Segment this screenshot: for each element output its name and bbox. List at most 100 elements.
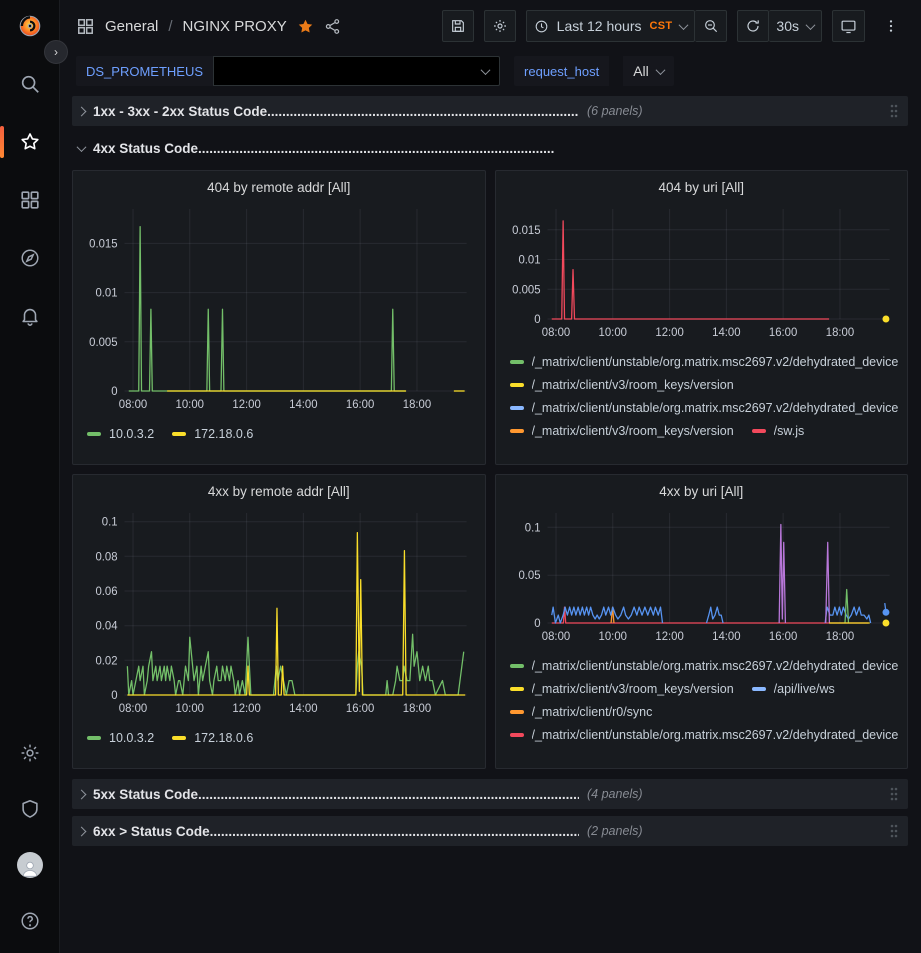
row-title-dots: ........................................… — [267, 103, 579, 119]
svg-text:16:00: 16:00 — [768, 631, 796, 643]
request-host-variable-label[interactable]: request_host — [514, 56, 610, 86]
more-options-button[interactable] — [875, 10, 907, 42]
legend-item[interactable]: 172.18.0.6 — [172, 422, 253, 445]
panel-title[interactable]: 404 by remote addr [All] — [207, 180, 351, 195]
panel-title[interactable]: 4xx by remote addr [All] — [207, 484, 350, 499]
legend-item[interactable]: /_matrix/client/v3/room_keys/version — [509, 373, 734, 396]
chart-404-by-remote-addr[interactable]: 0 0.005 0.01 0.015 08:00 10:00 12:00 14:00 16:00… — [81, 199, 477, 418]
svg-text:0.05: 0.05 — [518, 570, 540, 582]
kebab-menu-icon — [889, 20, 893, 32]
sidebar-item-search[interactable] — [10, 70, 50, 98]
svg-text:16:00: 16:00 — [346, 703, 374, 715]
sidebar-item-alerting[interactable] — [10, 302, 50, 330]
row-5xx[interactable]: 5xx Status Code ........................… — [72, 779, 908, 809]
sidebar-item-starred[interactable] — [0, 126, 50, 158]
row-drag-handle[interactable] — [888, 823, 900, 839]
help-icon — [20, 912, 39, 930]
grafana-logo[interactable] — [10, 12, 50, 40]
legend-label: /_matrix/client/v3/room_keys/version — [531, 681, 734, 696]
svg-text:10:00: 10:00 — [176, 703, 204, 715]
grafana-logo-icon — [19, 15, 40, 37]
legend-item[interactable]: /_matrix/client/unstable/org.matrix.msc2… — [509, 396, 899, 419]
legend-item[interactable]: 10.0.3.2 — [87, 726, 154, 749]
row-4xx[interactable]: 4xx Status Code ........................… — [72, 133, 908, 163]
dashboard-grid-icon — [78, 18, 93, 34]
sidebar-item-server-admin[interactable] — [10, 795, 50, 823]
refresh-icon — [747, 20, 760, 32]
chevron-down-icon — [480, 64, 491, 75]
legend-item[interactable]: /_matrix/client/v3/room_keys/version — [509, 419, 734, 442]
compass-icon — [20, 249, 39, 267]
sidebar-item-explore[interactable] — [10, 244, 50, 272]
main-area: General / NGINX PROXY — [60, 0, 921, 953]
request-host-variable-value[interactable]: All — [623, 56, 674, 86]
legend-item[interactable]: /sw.js — [751, 419, 804, 442]
sidebar-item-configuration[interactable] — [10, 739, 50, 767]
row-1xx-3xx-2xx[interactable]: 1xx - 3xx - 2xx Status Code ............… — [72, 96, 908, 126]
sidebar-item-profile[interactable] — [10, 851, 50, 879]
legend-label: 10.0.3.2 — [109, 426, 155, 441]
chart-4xx-by-uri[interactable]: 0 0.05 0.1 08:00 10:00 12:00 14:00 16:00 18:00 — [504, 503, 900, 650]
legend-swatch — [509, 663, 524, 668]
chevron-down-icon — [805, 19, 816, 30]
legend-item[interactable]: /_matrix/client/unstable/org.matrix.msc2… — [509, 654, 898, 677]
share-icon[interactable] — [324, 18, 341, 35]
legend-item[interactable]: /_matrix/client/r0/sync — [509, 700, 653, 723]
time-range-picker[interactable]: Last 12 hours CST — [525, 10, 696, 42]
svg-text:14:00: 14:00 — [712, 327, 740, 339]
sidebar-item-dashboards[interactable] — [10, 186, 50, 214]
datasource-variable-label[interactable]: DS_PROMETHEUS — [76, 56, 214, 86]
dashboard-variables: DS_PROMETHEUS request_host All — [60, 52, 921, 90]
chart-4xx-by-remote-addr[interactable]: 0 0.02 0.04 0.06 0.08 0.1 08:00 10:00 12:00 14:00… — [81, 503, 477, 722]
breadcrumb-section[interactable]: General — [105, 17, 159, 35]
svg-text:12:00: 12:00 — [655, 327, 683, 339]
dashboard-settings-button[interactable] — [483, 10, 516, 42]
refresh-interval-picker[interactable]: 30s — [769, 10, 822, 42]
row-drag-handle[interactable] — [888, 786, 900, 802]
legend-item[interactable]: /_matrix/client/unstable/org.matrix.msc2… — [509, 350, 898, 373]
tv-mode-button[interactable] — [832, 10, 865, 42]
refresh-button[interactable] — [737, 10, 770, 42]
svg-text:0: 0 — [111, 386, 117, 398]
legend-swatch — [509, 405, 524, 410]
datasource-variable: DS_PROMETHEUS — [76, 56, 501, 86]
svg-text:14:00: 14:00 — [712, 631, 740, 643]
favorite-star-icon[interactable] — [297, 18, 314, 35]
sidebar-expand-button[interactable]: › — [44, 40, 68, 64]
legend-item[interactable]: /_matrix/client/unstable/org.matrix.msc2… — [509, 723, 898, 746]
breadcrumb-dashboard-title[interactable]: NGINX PROXY — [182, 17, 287, 35]
time-range-label: Last 12 hours — [556, 18, 642, 34]
sidebar-item-help[interactable] — [10, 907, 50, 935]
avatar — [16, 852, 43, 878]
datasource-variable-value[interactable] — [213, 56, 501, 86]
legend-swatch — [751, 686, 766, 691]
legend-label: /_matrix/client/unstable/org.matrix.msc2… — [531, 400, 899, 415]
svg-text:14:00: 14:00 — [289, 399, 317, 411]
timezone-label: CST — [649, 20, 673, 32]
panel-title[interactable]: 404 by uri [All] — [658, 180, 745, 195]
panel-legend: /_matrix/client/unstable/org.matrix.msc2… — [504, 650, 900, 762]
legend-item[interactable]: /api/live/ws — [751, 677, 835, 700]
svg-text:08:00: 08:00 — [119, 399, 147, 411]
save-dashboard-button[interactable] — [441, 10, 474, 42]
svg-text:18:00: 18:00 — [403, 399, 431, 411]
row-title-dots: ........................................… — [209, 823, 579, 839]
star-icon — [20, 133, 39, 150]
dashboard-body: 1xx - 3xx - 2xx Status Code ............… — [60, 90, 921, 953]
svg-text:10:00: 10:00 — [176, 399, 204, 411]
panel-title[interactable]: 4xx by uri [All] — [659, 484, 744, 499]
row-6xx[interactable]: 6xx > Status Code ......................… — [72, 816, 908, 846]
refresh-interval-label: 30s — [776, 18, 799, 34]
legend-item[interactable]: 10.0.3.2 — [87, 422, 154, 445]
svg-text:0.005: 0.005 — [512, 284, 540, 296]
search-icon — [21, 75, 39, 93]
row-drag-handle[interactable] — [888, 103, 900, 119]
legend-item[interactable]: 172.18.0.6 — [172, 726, 253, 749]
legend-label: /_matrix/client/r0/sync — [531, 704, 653, 719]
refresh-controls: 30s — [737, 10, 822, 42]
svg-text:14:00: 14:00 — [289, 703, 317, 715]
legend-item[interactable]: /_matrix/client/v3/room_keys/version — [509, 677, 734, 700]
zoom-out-button[interactable] — [695, 10, 728, 42]
dashboard-header: General / NGINX PROXY — [60, 0, 921, 52]
chart-404-by-uri[interactable]: 0 0.005 0.01 0.015 08:00 10:00 12:00 14:00 16:00… — [504, 199, 900, 346]
